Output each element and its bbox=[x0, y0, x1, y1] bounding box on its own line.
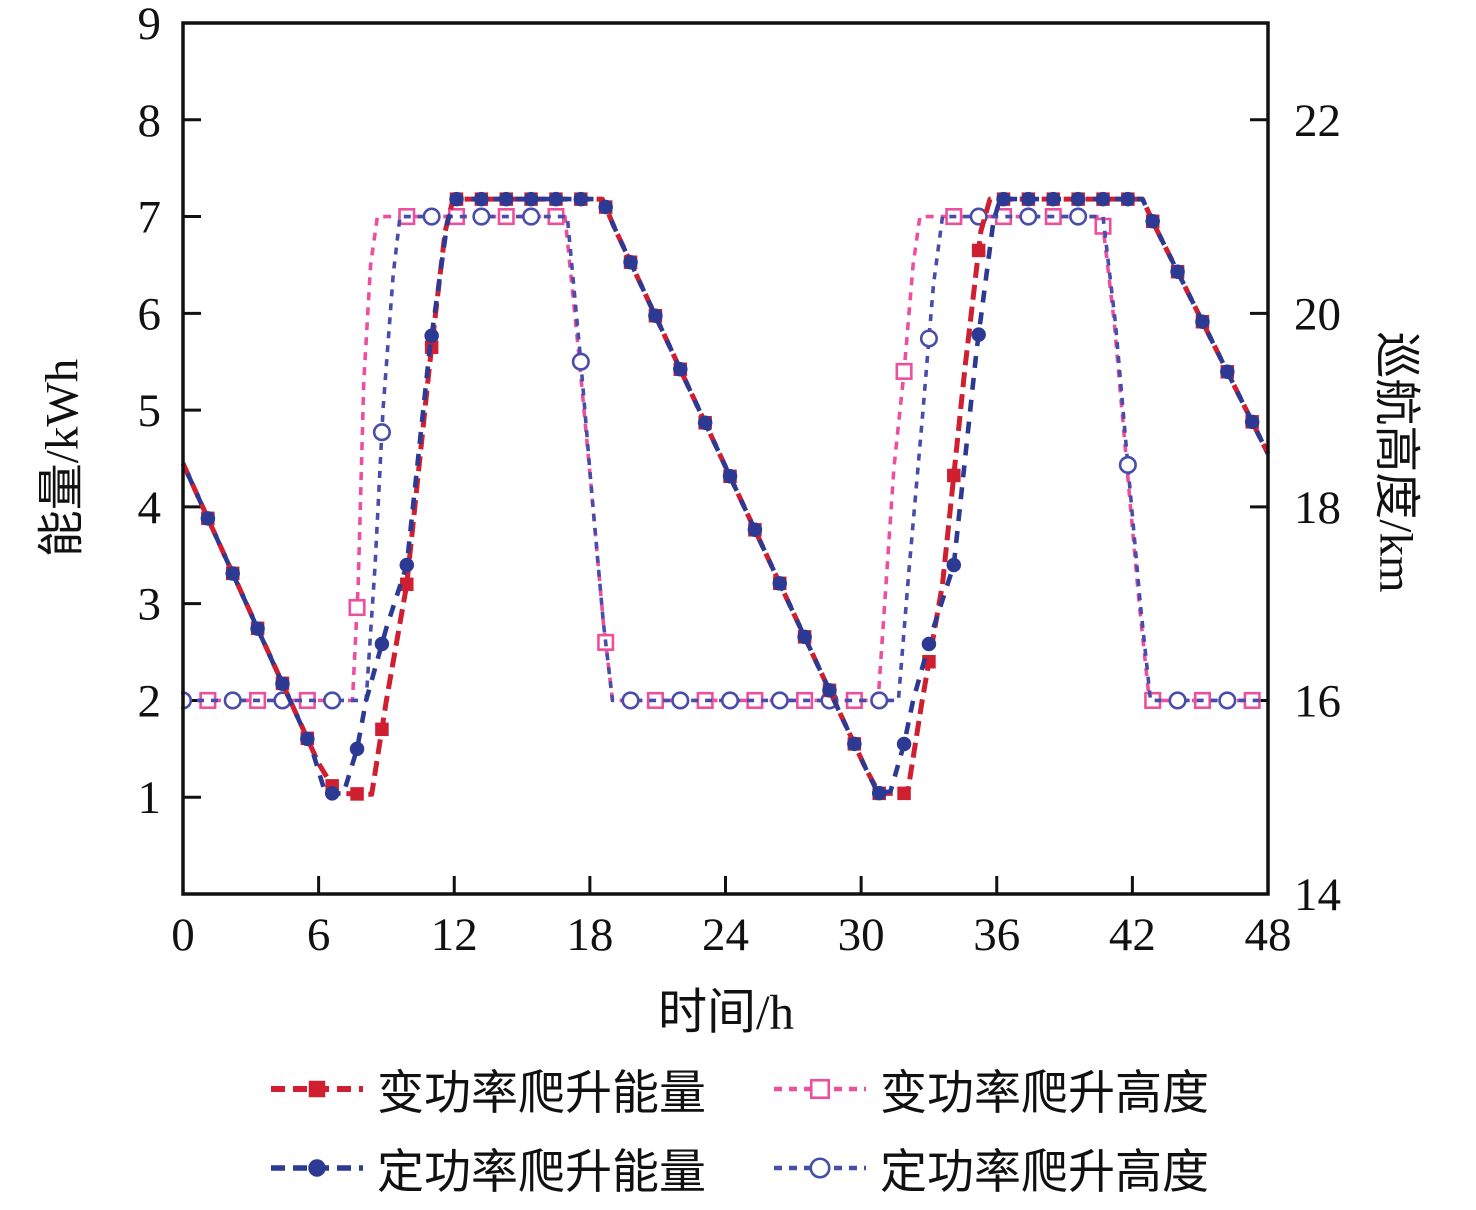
legend-label: 定功率爬升能量 bbox=[377, 1147, 706, 1199]
svg-text:6: 6 bbox=[307, 909, 331, 961]
svg-text:18: 18 bbox=[1294, 482, 1341, 534]
svg-text:0: 0 bbox=[171, 909, 195, 961]
svg-text:16: 16 bbox=[1294, 675, 1341, 727]
legend-item-var-power-altitude: 变功率爬升高度 bbox=[770, 1054, 1209, 1123]
legend-sample-blue-dashed-circle-icon bbox=[271, 1158, 363, 1177]
legend-item-var-power-energy: 变功率爬升能量 bbox=[267, 1054, 706, 1123]
legend-item-const-power-energy: 定功率爬升能量 bbox=[267, 1133, 706, 1202]
legend-label: 定功率爬升高度 bbox=[880, 1147, 1209, 1199]
svg-text:7: 7 bbox=[138, 192, 162, 244]
svg-text:4: 4 bbox=[138, 482, 162, 534]
legend-label: 变功率爬升能量 bbox=[377, 1068, 706, 1120]
svg-text:30: 30 bbox=[838, 909, 885, 961]
legend-sample-red-dashed-square-icon bbox=[271, 1080, 363, 1097]
svg-text:6: 6 bbox=[138, 288, 162, 340]
svg-text:18: 18 bbox=[566, 909, 613, 961]
svg-text:22: 22 bbox=[1294, 95, 1341, 147]
svg-text:14: 14 bbox=[1294, 869, 1341, 921]
x-axis-title: 时间/h bbox=[657, 984, 795, 1040]
legend-item-const-power-altitude: 定功率爬升高度 bbox=[770, 1133, 1209, 1202]
svg-text:42: 42 bbox=[1109, 909, 1156, 961]
legend-row-2: 定功率爬升能量 定功率爬升高度 bbox=[267, 1133, 1209, 1202]
legend-row-1: 变功率爬升能量 变功率爬升高度 bbox=[267, 1054, 1209, 1123]
y-axis-title-right: 巡航高度/km bbox=[1369, 331, 1422, 593]
svg-text:1: 1 bbox=[138, 772, 162, 824]
legend-sample-pink-dotted-open-square-icon bbox=[774, 1078, 866, 1099]
svg-text:5: 5 bbox=[138, 385, 162, 437]
svg-text:3: 3 bbox=[138, 579, 162, 631]
chart-legend: 变功率爬升能量 变功率爬升高度 定功率爬升能量 定功率爬升高度 bbox=[267, 1054, 1209, 1202]
svg-text:9: 9 bbox=[138, 0, 162, 50]
legend-label: 变功率爬升高度 bbox=[880, 1068, 1209, 1120]
svg-text:8: 8 bbox=[138, 95, 162, 147]
y-axis-title-left: 能量/kWh bbox=[36, 358, 89, 558]
svg-text:12: 12 bbox=[431, 909, 478, 961]
svg-text:48: 48 bbox=[1245, 909, 1292, 961]
svg-text:2: 2 bbox=[138, 675, 162, 727]
svg-text:20: 20 bbox=[1294, 288, 1341, 340]
svg-text:36: 36 bbox=[973, 909, 1020, 961]
svg-text:24: 24 bbox=[702, 909, 749, 961]
legend-sample-blue-dotted-open-circle-icon bbox=[774, 1156, 866, 1179]
